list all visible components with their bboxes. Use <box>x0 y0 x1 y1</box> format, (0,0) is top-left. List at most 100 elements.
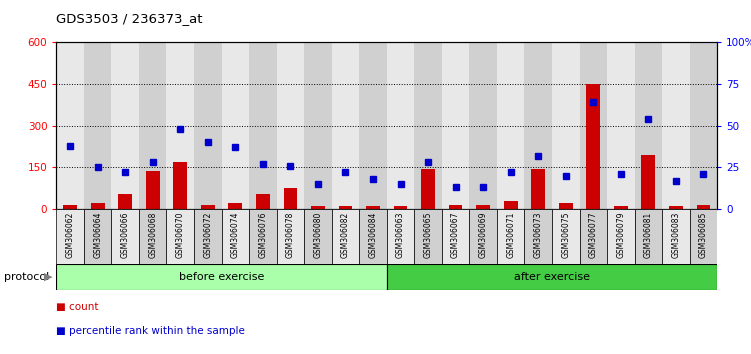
Bar <box>614 206 628 209</box>
Text: GSM306065: GSM306065 <box>424 212 433 258</box>
Bar <box>167 42 194 209</box>
Bar <box>587 84 600 209</box>
Text: ■ count: ■ count <box>56 302 99 312</box>
Text: GSM306071: GSM306071 <box>506 212 515 258</box>
Bar <box>607 209 635 264</box>
Text: GSM306069: GSM306069 <box>478 212 487 258</box>
Bar <box>56 209 84 264</box>
Bar <box>84 209 111 264</box>
Bar <box>552 209 580 264</box>
Bar <box>249 209 276 264</box>
Text: after exercise: after exercise <box>514 272 590 282</box>
Bar <box>580 42 607 209</box>
Bar <box>56 42 84 209</box>
Text: GDS3503 / 236373_at: GDS3503 / 236373_at <box>56 12 203 25</box>
Bar <box>249 42 276 209</box>
Bar <box>194 42 222 209</box>
Text: GSM306085: GSM306085 <box>699 212 708 258</box>
Bar <box>111 209 139 264</box>
Bar <box>552 42 580 209</box>
Bar <box>359 42 387 209</box>
Bar <box>339 206 352 209</box>
Bar <box>469 209 497 264</box>
Bar <box>442 209 469 264</box>
Bar <box>449 205 463 209</box>
Bar <box>276 42 304 209</box>
Bar <box>469 42 497 209</box>
Bar <box>394 206 407 209</box>
Text: GSM306079: GSM306079 <box>617 212 626 258</box>
Bar <box>421 169 435 209</box>
Text: protocol: protocol <box>4 272 49 282</box>
Bar <box>696 205 710 209</box>
Text: GSM306067: GSM306067 <box>451 212 460 258</box>
Bar <box>497 209 524 264</box>
Bar <box>276 209 304 264</box>
Text: GSM306068: GSM306068 <box>148 212 157 258</box>
Bar <box>332 209 359 264</box>
Bar <box>531 169 545 209</box>
Bar <box>304 209 332 264</box>
Text: GSM306077: GSM306077 <box>589 212 598 258</box>
Bar <box>201 205 215 209</box>
Bar <box>635 42 662 209</box>
Bar <box>635 209 662 264</box>
Bar <box>641 155 655 209</box>
Text: GSM306078: GSM306078 <box>286 212 295 258</box>
Text: GSM306083: GSM306083 <box>671 212 680 258</box>
Bar <box>359 209 387 264</box>
Text: ▶: ▶ <box>44 272 52 282</box>
Bar <box>167 209 194 264</box>
Bar <box>387 42 415 209</box>
Text: ■ percentile rank within the sample: ■ percentile rank within the sample <box>56 326 245 336</box>
Bar <box>63 205 77 209</box>
Bar <box>580 209 607 264</box>
Text: GSM306075: GSM306075 <box>561 212 570 258</box>
Bar <box>84 42 111 209</box>
Text: GSM306084: GSM306084 <box>369 212 378 258</box>
Bar <box>662 42 689 209</box>
Bar <box>662 209 689 264</box>
Bar <box>111 42 139 209</box>
Bar <box>504 200 517 209</box>
Bar <box>311 206 324 209</box>
Text: GSM306074: GSM306074 <box>231 212 240 258</box>
Text: GSM306063: GSM306063 <box>396 212 405 258</box>
Bar <box>146 171 159 209</box>
Text: GSM306081: GSM306081 <box>644 212 653 258</box>
Bar <box>283 188 297 209</box>
Text: GSM306073: GSM306073 <box>534 212 543 258</box>
Bar <box>91 203 104 209</box>
Bar <box>304 42 332 209</box>
Bar <box>387 264 717 290</box>
Bar <box>415 42 442 209</box>
Bar <box>139 209 167 264</box>
Bar <box>497 42 524 209</box>
Text: GSM306064: GSM306064 <box>93 212 102 258</box>
Bar <box>222 42 249 209</box>
Text: GSM306070: GSM306070 <box>176 212 185 258</box>
Bar <box>524 209 552 264</box>
Bar <box>139 42 167 209</box>
Bar <box>56 264 387 290</box>
Bar <box>256 194 270 209</box>
Text: GSM306072: GSM306072 <box>204 212 213 258</box>
Text: before exercise: before exercise <box>179 272 264 282</box>
Bar <box>524 42 552 209</box>
Text: GSM306062: GSM306062 <box>65 212 74 258</box>
Bar <box>228 203 242 209</box>
Text: GSM306076: GSM306076 <box>258 212 267 258</box>
Bar <box>222 209 249 264</box>
Bar <box>476 205 490 209</box>
Bar <box>387 209 415 264</box>
Text: GSM306066: GSM306066 <box>121 212 130 258</box>
Bar <box>669 206 683 209</box>
Bar <box>607 42 635 209</box>
Bar <box>119 194 132 209</box>
Bar <box>559 203 572 209</box>
Bar <box>366 206 380 209</box>
Bar <box>415 209 442 264</box>
Bar <box>442 42 469 209</box>
Bar <box>689 209 717 264</box>
Text: GSM306080: GSM306080 <box>313 212 322 258</box>
